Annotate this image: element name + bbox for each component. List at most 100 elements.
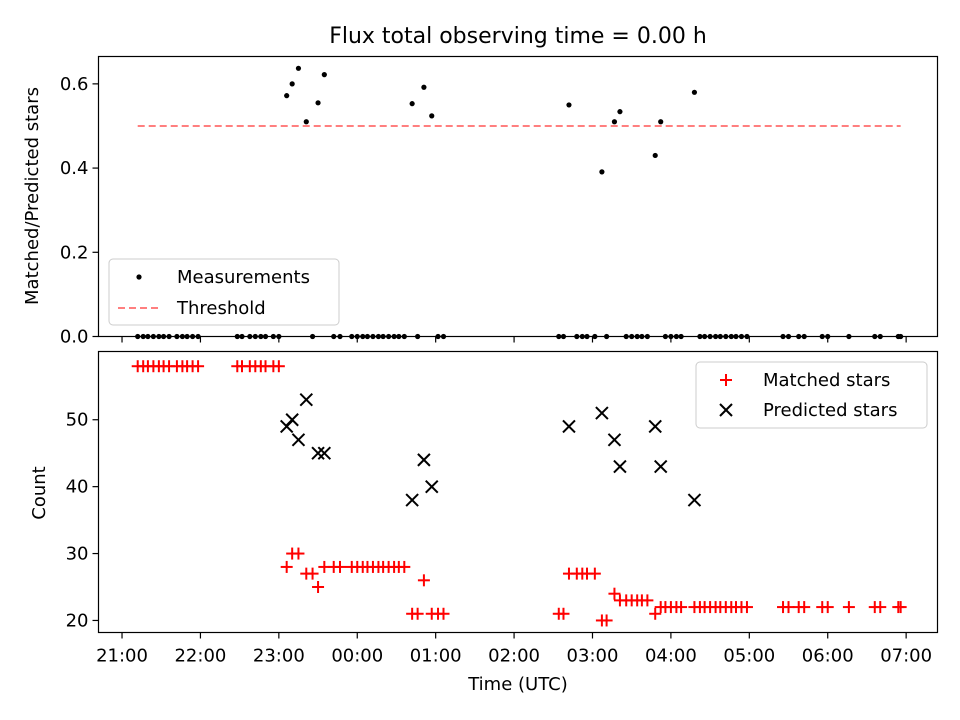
matched-stars-point <box>192 360 205 373</box>
measurement-point <box>707 333 713 340</box>
measurement-point <box>717 333 723 340</box>
measurement-point <box>364 333 371 340</box>
matched-stars-point <box>411 607 424 620</box>
ratio-panel-frame <box>97 55 939 338</box>
ratio-y-ticks: 0.0 0.2 0.4 0.6 <box>60 74 99 348</box>
measurement-point <box>270 333 276 340</box>
count-x-tick-label: 23:00 <box>253 646 305 667</box>
predicted-stars-point <box>311 446 325 460</box>
measurement-point <box>156 333 162 340</box>
measurement-point <box>337 333 343 340</box>
count-y-tick-label: 50 <box>66 410 89 431</box>
chart-title: Flux total observing time = 0.00 h <box>329 24 707 49</box>
measurement-point <box>303 119 309 125</box>
count-legend-box <box>695 361 928 429</box>
measurement-point <box>429 113 435 119</box>
measurement-point <box>145 333 151 340</box>
measurement-point <box>234 333 240 340</box>
measurement-point <box>846 333 852 340</box>
x-axis-label: Time (UTC) <box>467 674 568 695</box>
measurement-point <box>733 333 739 340</box>
ratio-y-axis-label: Matched/Predicted stars <box>22 87 43 305</box>
measurement-point <box>644 333 650 340</box>
measurement-point <box>584 333 590 340</box>
count-x-tick-label: 04:00 <box>645 646 697 667</box>
measurement-point <box>386 333 392 340</box>
measurement-point <box>634 333 640 340</box>
measurement-point <box>712 333 719 340</box>
measurement-point <box>295 65 302 71</box>
matched-stars-point <box>306 567 319 580</box>
count-y-tick-label: 40 <box>66 477 89 498</box>
matched-stars-point <box>292 547 305 560</box>
measurement-point <box>195 333 201 340</box>
measurement-point <box>391 333 397 340</box>
count-legend: Matched stars Predicted stars <box>695 361 928 429</box>
measurement-point <box>401 333 407 340</box>
predicted-stars-point <box>654 459 668 474</box>
measurement-point <box>189 333 196 340</box>
measurement-point <box>872 333 878 340</box>
matched-stars-point <box>649 607 662 620</box>
matched-stars-point <box>398 560 411 573</box>
ratio-legend: Measurements Threshold <box>108 258 340 326</box>
count-panel-frame <box>97 350 939 634</box>
matched-stars-point <box>437 607 450 620</box>
measurement-point <box>639 333 645 340</box>
measurement-point <box>556 333 562 340</box>
matched-stars-point <box>588 567 601 580</box>
measurement-point <box>723 333 729 340</box>
predicted-stars-point <box>285 413 299 427</box>
measurement-point <box>179 333 185 340</box>
measurement-point <box>370 333 376 340</box>
measurement-point <box>579 333 585 340</box>
measurement-point <box>825 333 831 340</box>
measurement-point <box>574 333 580 340</box>
predicted-stars-point <box>595 406 609 420</box>
ratio-y-tick-label: 0.4 <box>60 158 89 179</box>
measurement-point <box>877 333 883 340</box>
measurement-point <box>396 333 402 340</box>
predicted-stars-point <box>425 479 439 494</box>
count-y-tick-label: 30 <box>66 544 89 565</box>
count-panel: 20 30 40 50 21:00 22:00 23:00 00:00 01:00 02:00 0… <box>29 350 939 695</box>
count-y-tick-label: 20 <box>66 610 89 631</box>
legend-matched-marker <box>720 374 732 386</box>
measurement-point <box>623 333 629 340</box>
measurement-point <box>668 333 674 340</box>
matched-stars-point <box>272 360 285 373</box>
measurement-point <box>440 333 447 340</box>
measurement-point <box>780 333 786 340</box>
measurement-point <box>174 333 180 340</box>
measurement-point <box>252 333 258 340</box>
measurement-point <box>415 333 421 340</box>
measurement-point <box>284 93 290 99</box>
measurement-point <box>599 169 605 175</box>
count-x-tick-label: 06:00 <box>802 646 854 667</box>
measurement-point <box>276 333 282 340</box>
legend-matched-label: Matched stars <box>763 370 890 391</box>
legend-measurements-marker <box>136 274 142 280</box>
measurement-point <box>331 333 337 340</box>
measurement-point <box>796 333 802 340</box>
predicted-stars-point <box>417 453 431 467</box>
measurement-point <box>898 333 904 340</box>
measurement-point <box>738 333 745 340</box>
legend-threshold-label: Threshold <box>176 298 266 319</box>
predicted-stars-point <box>607 433 622 447</box>
matched-stars-point <box>608 587 621 600</box>
count-x-tick-label: 02:00 <box>488 646 540 667</box>
count-x-ticks: 21:00 22:00 23:00 00:00 01:00 02:00 03:00 04:00… <box>96 632 932 667</box>
measurement-point <box>702 333 708 340</box>
matched-stars-point <box>740 601 753 614</box>
count-x-tick-label: 00:00 <box>331 646 383 667</box>
measurement-point <box>315 100 321 106</box>
measurement-point <box>184 333 190 340</box>
matched-stars-point <box>874 601 887 614</box>
measurement-point <box>309 333 316 340</box>
measurement-point <box>258 333 264 340</box>
count-y-ticks: 20 30 40 50 <box>66 410 99 631</box>
predicted-stars-point <box>291 433 306 447</box>
measurement-point <box>592 333 598 340</box>
measurement-point <box>409 101 415 107</box>
